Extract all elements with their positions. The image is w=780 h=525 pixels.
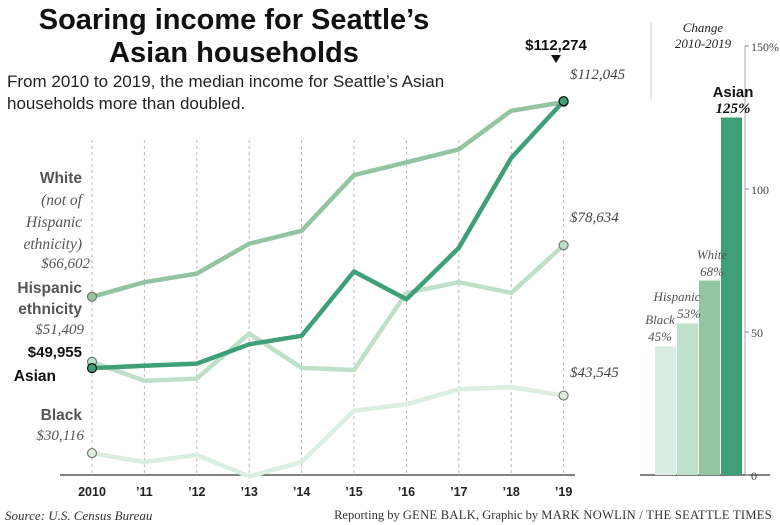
- series-name-white-line1: White: [40, 170, 83, 187]
- bar-0: [655, 346, 676, 475]
- credit-line: Reporting by GENE BALK, Graphic by MARK …: [334, 508, 772, 523]
- x-tick-label: ’19: [555, 485, 572, 499]
- bar-value-label: 53%: [677, 306, 701, 321]
- bar-2: [699, 280, 720, 475]
- series-line-2: [89, 98, 566, 371]
- x-tick-label: ’12: [188, 485, 205, 499]
- series-start-point-3: [86, 447, 98, 459]
- bar-3: [721, 117, 742, 475]
- source-note: Source: U.S. Census Bureau: [5, 508, 153, 523]
- x-tick-label: ’13: [241, 485, 258, 499]
- bar-tick-label: 100: [751, 183, 769, 197]
- credit-reporter: GENE BALK: [402, 508, 477, 522]
- series-end-point-1: [558, 240, 569, 251]
- credit-graphic: , Graphic by: [476, 508, 539, 522]
- bar-value-label: 68%: [700, 264, 724, 279]
- bar-tick-label: 150%: [751, 40, 779, 54]
- bar-chart-title-line: Change: [683, 20, 724, 35]
- x-tick-label: ’14: [293, 485, 310, 499]
- chart-title: Soaring income for Seattle’s Asian house…: [38, 4, 430, 69]
- hispanic-end-label: $78,634: [570, 210, 619, 226]
- x-tick-label: ’18: [503, 485, 520, 499]
- series-name-black: Black: [41, 407, 83, 424]
- series-start-point-0: [86, 291, 98, 302]
- bar-tick-label: 50: [751, 326, 763, 340]
- series-line-3: [89, 384, 566, 479]
- series-name-asian: Asian: [14, 368, 56, 385]
- series-name-hispanic: Hispanic ethnicity: [17, 280, 82, 318]
- series-start-point-2: [86, 362, 98, 374]
- bar-tick-label: 0: [751, 469, 757, 483]
- bar-category-label: Asian: [713, 84, 754, 101]
- series-line-1: [89, 242, 566, 383]
- series-line-0: [89, 99, 566, 300]
- series-name-white-qualifier-line: ethnicity): [23, 236, 82, 253]
- credit-artist: MARK NOWLIN / THE SEATTLE TIMES: [541, 508, 772, 522]
- x-tick-label: 2010: [78, 485, 106, 499]
- asian-start-label: $49,955: [28, 344, 82, 361]
- x-tick-label: ’16: [398, 485, 415, 499]
- series-name-hispanic-line: ethnicity: [18, 301, 82, 318]
- asian-end-label: $112,274: [525, 37, 587, 54]
- black-end-label: $43,545: [570, 365, 619, 381]
- black-start-label: $30,116: [36, 428, 84, 444]
- bar-value-label: 125%: [716, 101, 751, 117]
- bar-chart-title-line: 2010-2019: [675, 36, 732, 51]
- credit-reporting: Reporting by: [334, 508, 400, 522]
- series-end-point-3: [558, 390, 569, 401]
- bar-category-label: White: [697, 247, 728, 262]
- series-name-hispanic-line: Hispanic: [17, 280, 82, 297]
- bar-1: [677, 323, 698, 475]
- chart-subtitle: From 2010 to 2019, the median income for…: [7, 72, 445, 113]
- white-end-label: $112,045: [570, 67, 626, 83]
- bar-category-label: Hispanic: [653, 289, 701, 304]
- series-end-point-2: [558, 95, 569, 107]
- x-tick-label: ’11: [136, 485, 153, 499]
- series-name-white-qualifier-line: (not of: [41, 192, 85, 209]
- series-name-white: White (not of Hispanic ethnicity): [23, 170, 84, 253]
- white-start-label: $66,602: [41, 256, 90, 272]
- asian-end-marker-arrow: [551, 55, 561, 63]
- bar-chart-title: Change 2010-2019: [675, 20, 732, 51]
- x-tick-label: ’17: [450, 485, 467, 499]
- bar-value-label: 45%: [648, 329, 672, 344]
- x-tick-label: ’15: [345, 485, 362, 499]
- series-name-white-qualifier-line: Hispanic: [25, 214, 82, 231]
- bar-category-label: Black: [645, 312, 675, 327]
- hispanic-start-label: $51,409: [35, 322, 84, 338]
